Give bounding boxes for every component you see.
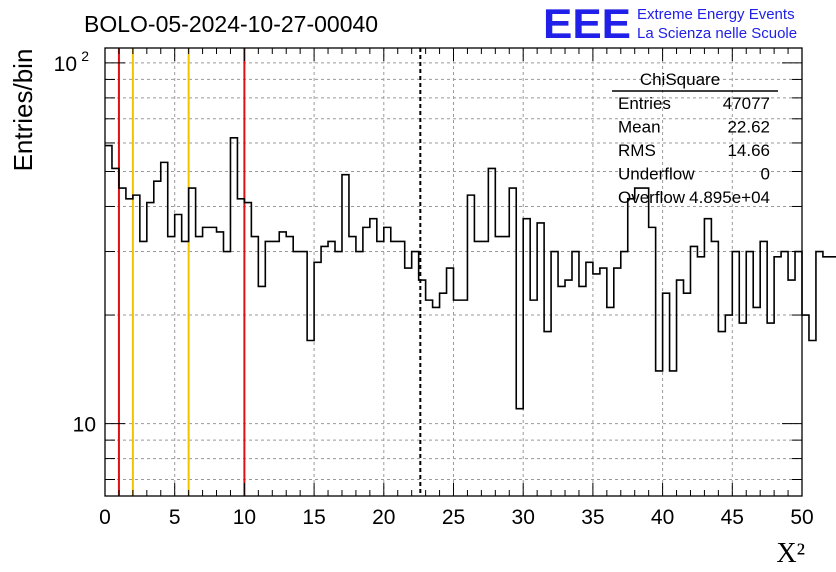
x-tick-label: 45: [721, 506, 744, 529]
stats-value: 0: [761, 165, 770, 184]
eee-logo-line1: Extreme Energy Events: [637, 6, 795, 23]
histogram-line: [105, 137, 836, 410]
y-axis: 10 210: [54, 48, 802, 480]
x-tick-label: 10: [233, 506, 256, 529]
stats-label: RMS: [618, 141, 656, 160]
eee-logo-mark: EEE: [543, 0, 631, 47]
run-title: BOLO-05-2024-10-27-00040: [84, 11, 378, 37]
x-tick-label: 50: [790, 506, 813, 529]
stats-value: 4.895e+04: [689, 188, 770, 207]
x-tick-label: 20: [372, 506, 395, 529]
stats-value: 22.62: [727, 118, 770, 137]
x-tick-label: 5: [169, 506, 181, 529]
stats-value: 14.66: [727, 141, 770, 160]
x-tick-label: 15: [302, 506, 325, 529]
x-tick-label: 0: [99, 506, 111, 529]
stats-box: ChiSquare Entries 47077 Mean 22.62 RMS 14.66 U…: [612, 70, 778, 207]
stats-value: 47077: [723, 94, 770, 113]
y-tick-exponent: 2: [81, 48, 89, 64]
reference-lines: [117, 48, 422, 496]
x-tick-label: 25: [442, 506, 465, 529]
x-tick-label: 40: [651, 506, 674, 529]
stats-label: Underflow: [618, 165, 695, 184]
stats-label: Mean: [618, 118, 661, 137]
y-axis-title: Entries/bin: [8, 49, 38, 172]
x-tick-label: 30: [512, 506, 535, 529]
grid-lines: [105, 48, 802, 496]
x-axis: 0 5 10 15 20 25 30 35 40 45 50: [99, 48, 814, 529]
stats-label: Entries: [618, 94, 671, 113]
x-tick-label: 35: [581, 506, 604, 529]
eee-logo: EEE Extreme Energy Events La Scienza nel…: [543, 0, 797, 47]
eee-logo-line2: La Scienza nelle Scuole: [637, 25, 797, 42]
stats-rows: Entries 47077 Mean 22.62 RMS 14.66 Underflow 0 O…: [618, 94, 770, 207]
y-tick-label: 10: [54, 53, 77, 76]
stats-label: Overflow: [618, 188, 686, 207]
histogram: [105, 137, 836, 410]
y-tick-label: 10: [73, 414, 96, 437]
x-axis-title: X²: [776, 538, 805, 569]
stats-title: ChiSquare: [640, 70, 720, 89]
